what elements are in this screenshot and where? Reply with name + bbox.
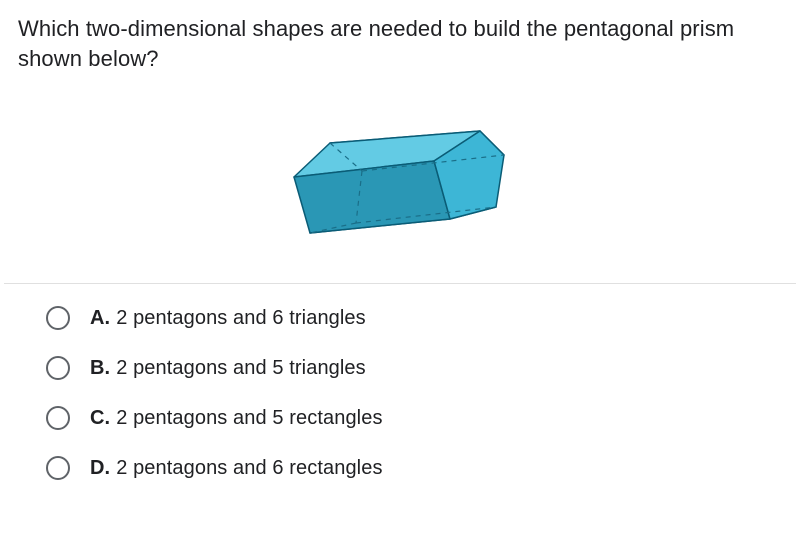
option-body: 2 pentagons and 5 triangles xyxy=(116,357,366,379)
prism-figure xyxy=(0,83,800,273)
question-text: Which two-dimensional shapes are needed … xyxy=(0,0,800,73)
options-group: A. 2 pentagons and 6 triangles B. 2 pentag… xyxy=(0,306,800,480)
option-letter: C. xyxy=(90,407,110,429)
option-b[interactable]: B. 2 pentagons and 5 triangles xyxy=(46,356,754,380)
option-text: D. 2 pentagons and 6 rectangles xyxy=(90,457,383,480)
option-text: C. 2 pentagons and 5 rectangles xyxy=(90,407,383,430)
option-body: 2 pentagons and 5 rectangles xyxy=(116,407,382,429)
option-letter: A. xyxy=(90,307,110,329)
radio-icon xyxy=(46,356,70,380)
option-text: B. 2 pentagons and 5 triangles xyxy=(90,357,366,380)
radio-icon xyxy=(46,456,70,480)
option-body: 2 pentagons and 6 rectangles xyxy=(116,457,382,479)
option-letter: B. xyxy=(90,357,110,379)
option-text: A. 2 pentagons and 6 triangles xyxy=(90,307,366,330)
option-d[interactable]: D. 2 pentagons and 6 rectangles xyxy=(46,456,754,480)
option-body: 2 pentagons and 6 triangles xyxy=(116,307,366,329)
option-a[interactable]: A. 2 pentagons and 6 triangles xyxy=(46,306,754,330)
pentagonal-prism-icon xyxy=(270,103,530,253)
option-letter: D. xyxy=(90,457,110,479)
radio-icon xyxy=(46,406,70,430)
section-divider xyxy=(4,283,796,284)
option-c[interactable]: C. 2 pentagons and 5 rectangles xyxy=(46,406,754,430)
radio-icon xyxy=(46,306,70,330)
